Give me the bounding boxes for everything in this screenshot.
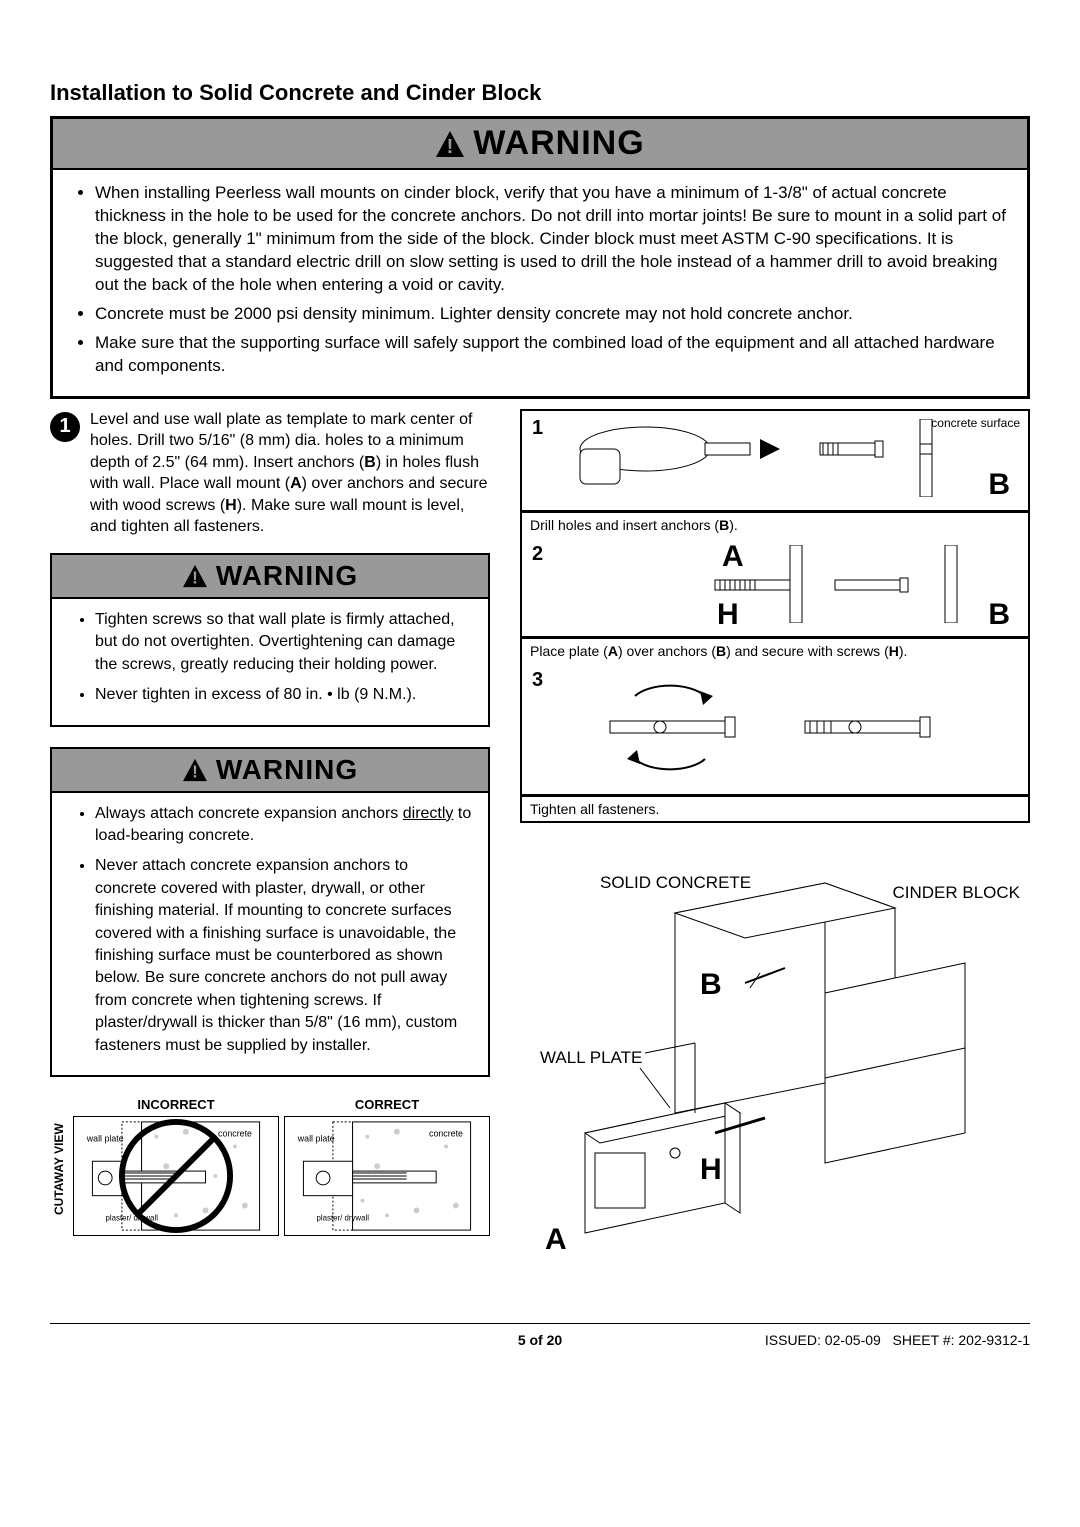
panel-2-svg [530,545,1020,623]
warning-item: Never attach concrete expansion anchors … [95,855,473,1057]
main-warning-box: ! WARNING When installing Peerless wall … [50,116,1030,399]
label-a-iso: A [545,1223,567,1257]
warning-3-body: Always attach concrete expansion anchors… [52,793,488,1075]
incorrect-label: INCORRECT [73,1097,279,1112]
cutaway-incorrect-diagram: wall plate concrete plaster/ drywall [73,1116,279,1236]
panel-1-svg [530,419,1020,497]
label-a: A [722,540,744,574]
warning-item: Always attach concrete expansion anchors… [95,803,473,848]
diagram-steps-box: 1 concrete surface B [520,409,1030,823]
diagram-panel-2: 2 A H B [522,537,1028,638]
issued-date: ISSUED: 02-05-09 [765,1332,881,1348]
cutaway-view: CUTAWAY VIEW INCORRECT wall plate concre… [50,1097,490,1241]
svg-text:!: ! [192,568,198,588]
warning-item: Tighten screws so that wall plate is fir… [95,609,473,676]
concrete-surface-label: concrete surface [931,417,1020,430]
step-text: Level and use wall plate as template to … [90,409,490,539]
label-b: B [988,598,1010,632]
panel-3-svg [530,671,1020,781]
warning-box-2: ! WARNING Tighten screws so that wall pl… [50,553,490,727]
svg-text:concrete: concrete [218,1129,252,1139]
panel-3-caption: Tighten all fasteners. [522,796,1028,821]
warning-triangle-icon: ! [182,758,208,782]
warning-label: WARNING [216,754,358,786]
warning-header-2: ! WARNING [52,555,488,599]
page-footer: 5 of 20 ISSUED: 02-05-09 SHEET #: 202-93… [50,1323,1030,1352]
svg-text:wall plate: wall plate [297,1134,335,1144]
warning-2-body: Tighten screws so that wall plate is fir… [52,599,488,725]
warning-label: WARNING [473,124,644,163]
svg-text:wall plate: wall plate [86,1134,124,1144]
warning-item: Make sure that the supporting surface wi… [95,332,1007,378]
isometric-diagram: SOLID CONCRETE CINDER BLOCK WALL PLATE B… [520,853,1030,1273]
solid-concrete-label: SOLID CONCRETE [600,873,751,893]
warning-header-main: ! WARNING [53,119,1027,170]
warning-box-3: ! WARNING Always attach concrete expansi… [50,747,490,1077]
svg-text:concrete: concrete [429,1129,463,1139]
warning-triangle-icon: ! [182,564,208,588]
warning-header-3: ! WARNING [52,749,488,793]
wall-plate-label: WALL PLATE [540,1048,642,1068]
svg-text:!: ! [192,761,198,781]
panel-1-caption: Drill holes and insert anchors (B). [522,512,1028,537]
label-b: B [988,468,1010,502]
label-h: H [717,598,739,632]
page-number: 5 of 20 [518,1332,562,1348]
warning-label: WARNING [216,560,358,592]
diagram-panel-3: 3 [522,663,1028,796]
warning-item: Never tighten in excess of 80 in. • lb (… [95,684,473,706]
warning-item: Concrete must be 2000 psi density minimu… [95,303,1007,326]
sheet-number: SHEET #: 202-9312-1 [893,1332,1031,1348]
panel-2-caption: Place plate (A) over anchors (B) and sec… [522,638,1028,663]
diagram-panel-1: 1 concrete surface B [522,411,1028,512]
warning-item: When installing Peerless wall mounts on … [95,182,1007,297]
label-h-iso: H [700,1153,722,1187]
main-warning-body: When installing Peerless wall mounts on … [53,170,1027,396]
svg-text:!: ! [447,136,454,158]
correct-label: CORRECT [284,1097,490,1112]
cutaway-side-label: CUTAWAY VIEW [50,1097,68,1241]
page-title: Installation to Solid Concrete and Cinde… [50,80,1030,106]
warning-triangle-icon: ! [435,130,465,158]
label-b-iso: B [700,968,722,1002]
cinder-block-label: CINDER BLOCK [892,883,1020,903]
step-1: 1 Level and use wall plate as template t… [50,409,490,539]
step-number-badge: 1 [50,412,80,442]
cutaway-correct-diagram: wall plate concrete plaster/ drywall [284,1116,490,1236]
svg-text:plaster/ drywall: plaster/ drywall [317,1213,370,1222]
